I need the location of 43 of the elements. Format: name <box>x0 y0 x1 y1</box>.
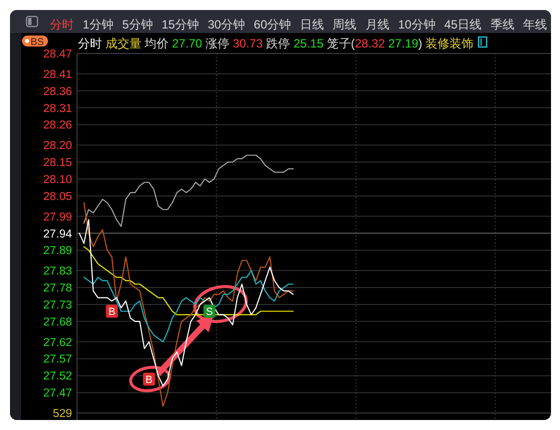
y-tick-label: 28.20 <box>43 140 72 152</box>
y-tick-label: 28.36 <box>43 86 72 98</box>
series-label: B <box>108 306 116 318</box>
y-tick-label: 27.62 <box>43 336 72 349</box>
text: 30分钟 <box>208 18 246 32</box>
text: 1分钟 <box>82 18 114 32</box>
y-tick-label: 27.68 <box>43 316 72 328</box>
y-tick-label: 27.94 <box>43 228 73 240</box>
text: 分时 <box>50 18 74 32</box>
line-series <box>83 270 294 342</box>
text: 分时 成交量 均价 27.70 涨停 30.73 跌停 25.15 笼子(28.32 27.19) 装修装饰 <box>78 36 474 50</box>
text: 周线 <box>332 18 357 32</box>
y-tick-label: 27.89 <box>43 245 72 258</box>
text: B <box>146 374 153 386</box>
text: 日线 <box>300 18 324 32</box>
y-tick-label: 27.47 <box>43 388 72 400</box>
y-tick-label: 27.52 <box>43 370 72 383</box>
y-tick-label: 27.83 <box>43 266 72 278</box>
text: 5分钟 <box>122 18 153 32</box>
y-tick-label: 27.99 <box>43 211 72 224</box>
text: 季线 <box>490 18 514 32</box>
line-series <box>83 154 294 228</box>
text: 15分钟 <box>162 18 199 32</box>
text: 月线 <box>365 18 390 32</box>
y-tick-label: 28.31 <box>43 102 72 115</box>
y-tick-label: 28.15 <box>43 157 72 170</box>
y-tick-label: 27.73 <box>43 299 72 312</box>
y-tick-label: 28.26 <box>43 120 72 132</box>
series-label: S <box>206 306 213 318</box>
text: 10分钟 <box>398 18 436 32</box>
line-series <box>78 219 294 386</box>
y-tick-label: 28.10 <box>43 174 72 186</box>
y-tick-label: 28.47 <box>43 48 72 60</box>
text: BS <box>30 37 44 48</box>
text: 年线 <box>523 18 547 32</box>
text: 529 <box>52 408 72 420</box>
line-series <box>83 202 294 407</box>
text: 45日线 <box>444 18 482 32</box>
text: 60分钟 <box>254 18 292 32</box>
y-tick-label: 27.78 <box>43 282 72 295</box>
y-tick-label: 27.57 <box>43 354 72 366</box>
y-tick-label: 28.05 <box>43 190 72 203</box>
y-tick-label: 28.41 <box>43 68 72 81</box>
